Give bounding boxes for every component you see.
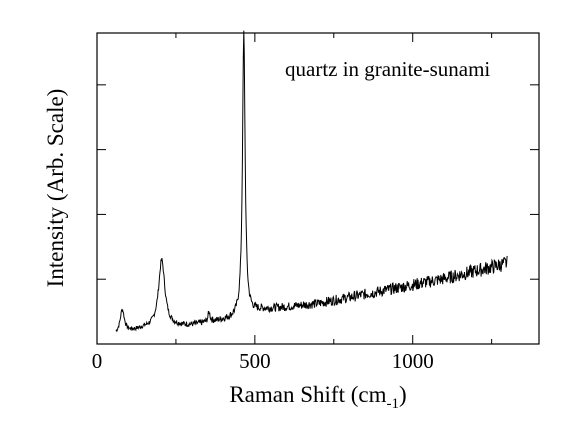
spectrum-line (115, 30, 508, 333)
x-tick-labels: 0 500 1000 (92, 349, 434, 373)
axis-ticks (96, 33, 539, 344)
x-axis-label: Raman Shift (cm-1) (229, 382, 406, 412)
x-tick-label: 1000 (392, 349, 434, 373)
x-tick-label: 500 (239, 349, 271, 373)
x-tick-label: 0 (92, 349, 103, 373)
plot-frame (96, 32, 540, 345)
annotation-label: quartz in granite-sunami (285, 57, 490, 81)
y-axis-label: Intensity (Arb. Scale) (43, 89, 68, 288)
